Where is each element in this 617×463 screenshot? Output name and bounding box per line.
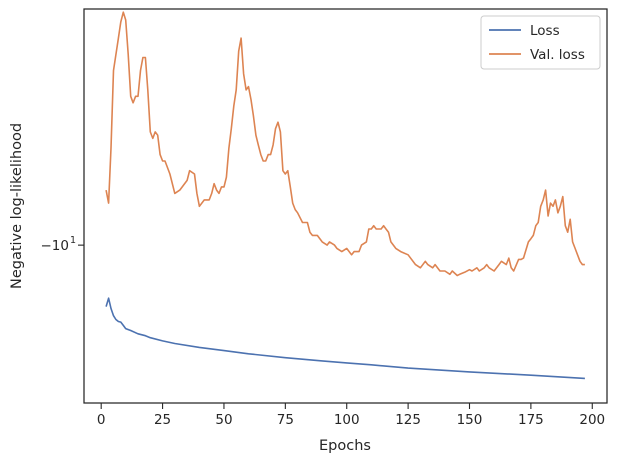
- x-tick-label: 200: [579, 412, 605, 428]
- legend: Loss Val. loss: [480, 15, 601, 70]
- plot-area: [83, 8, 608, 404]
- x-tick-label: 125: [395, 412, 421, 428]
- y-tick-label: −10: [41, 238, 70, 254]
- series-line-loss: [105, 297, 585, 380]
- x-tick-label: 25: [154, 412, 171, 428]
- legend-label-loss: Loss: [530, 23, 560, 39]
- series-layer: [105, 11, 585, 380]
- series-line-val-loss: [105, 11, 585, 277]
- x-tick-label: 100: [334, 412, 360, 428]
- legend-label-val-loss: Val. loss: [530, 47, 585, 63]
- y-axis-title: Negative log-likelihood: [9, 123, 25, 289]
- x-tick-label: 150: [457, 412, 483, 428]
- y-tick-label-exponent: 1: [70, 235, 76, 246]
- x-tick-label: 50: [215, 412, 232, 428]
- x-tick-label: 0: [97, 412, 106, 428]
- plot-frame: [83, 8, 608, 404]
- y-axis: −10 1: [41, 235, 84, 254]
- x-axis-title: Epochs: [319, 438, 371, 454]
- x-axis: 0 25 50 75 100 125 150 175 200: [97, 403, 605, 428]
- x-tick-label: 75: [277, 412, 294, 428]
- x-tick-label: 175: [518, 412, 544, 428]
